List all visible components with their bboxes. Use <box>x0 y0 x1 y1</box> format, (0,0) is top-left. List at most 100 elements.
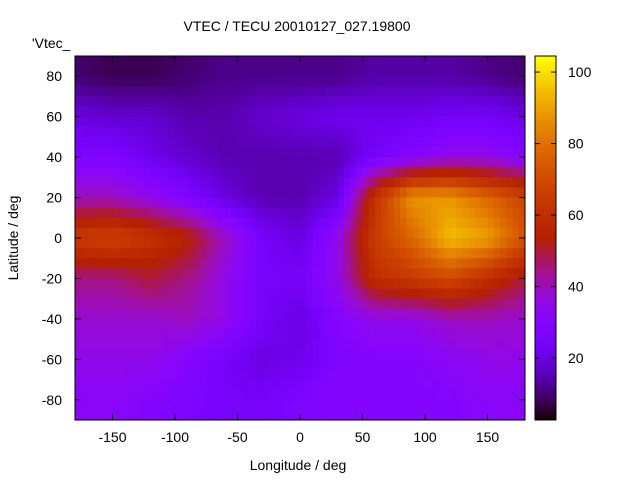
heatmap-cell <box>106 217 113 229</box>
heatmap-cell <box>493 359 501 370</box>
heatmap-cell <box>281 167 288 178</box>
heatmap-cell <box>412 248 420 259</box>
heatmap-cell <box>212 157 220 168</box>
heatmap-cell <box>468 86 476 97</box>
heatmap-cell <box>387 238 395 249</box>
heatmap-cell <box>512 339 520 350</box>
heatmap-cell <box>193 96 201 108</box>
heatmap-cell <box>331 187 338 199</box>
heatmap-cell <box>150 268 157 279</box>
heatmap-cell <box>425 86 432 97</box>
heatmap-cell <box>300 349 307 360</box>
heatmap-cell <box>500 399 507 411</box>
heatmap-cell <box>193 298 201 310</box>
heatmap-cell <box>275 278 282 290</box>
heatmap-cell <box>256 298 263 310</box>
colorbar-segment <box>535 318 556 321</box>
heatmap-cell <box>175 167 182 178</box>
heatmap-cell <box>243 339 251 350</box>
heatmap-cell <box>268 278 276 290</box>
heatmap-cell <box>518 329 526 340</box>
heatmap-cell <box>112 76 120 87</box>
heatmap-cell <box>131 207 138 219</box>
heatmap-cell <box>506 56 513 67</box>
colorbar-segment <box>535 132 556 135</box>
heatmap-cell <box>431 329 438 340</box>
heatmap-cell <box>443 116 451 128</box>
heatmap-cell <box>475 308 482 320</box>
heatmap-cell <box>287 96 295 108</box>
heatmap-cell <box>506 288 513 300</box>
heatmap-cell <box>412 288 420 300</box>
heatmap-cell <box>443 268 451 279</box>
heatmap-cell <box>237 56 245 67</box>
heatmap-cell <box>331 106 338 118</box>
heatmap-cell <box>100 106 107 118</box>
heatmap-cell <box>293 258 301 269</box>
heatmap-cell <box>87 227 95 239</box>
heatmap-cell <box>262 268 270 279</box>
heatmap-cell <box>487 66 495 77</box>
heatmap-cell <box>231 329 238 340</box>
heatmap-cell <box>137 167 145 178</box>
heatmap-cell <box>212 136 220 148</box>
heatmap-cell <box>212 116 220 128</box>
heatmap-cell <box>456 96 463 108</box>
heatmap-cell <box>400 278 407 290</box>
heatmap-cell <box>500 86 507 97</box>
heatmap-cell <box>250 288 257 300</box>
heatmap-cell <box>212 207 220 219</box>
heatmap-cell <box>287 409 295 421</box>
heatmap-cell <box>118 106 126 118</box>
heatmap-cell <box>81 369 88 381</box>
heatmap-cell <box>456 116 463 128</box>
heatmap-cell <box>487 76 495 87</box>
heatmap-cell <box>206 409 213 421</box>
heatmap-cell <box>168 248 176 259</box>
heatmap-cell <box>306 207 313 219</box>
heatmap-cell <box>325 278 332 290</box>
heatmap-cell <box>487 389 495 401</box>
heatmap-cell <box>137 308 145 320</box>
heatmap-cell <box>343 157 351 168</box>
heatmap-cell <box>237 96 245 108</box>
heatmap-cell <box>450 96 457 108</box>
colorbar-segment <box>535 294 556 297</box>
heatmap-cell <box>137 248 145 259</box>
colorbar-tick-label: 40 <box>568 279 584 295</box>
heatmap-cell <box>168 126 176 138</box>
heatmap-cell <box>175 76 182 87</box>
colorbar-segment <box>535 92 556 95</box>
heatmap-cell <box>518 359 526 370</box>
heatmap-cell <box>343 56 351 67</box>
heatmap-cell <box>425 76 432 87</box>
heatmap-cell <box>312 187 320 199</box>
heatmap-cell <box>93 329 101 340</box>
heatmap-cell <box>431 258 438 269</box>
heatmap-cell <box>281 369 288 381</box>
heatmap-cell <box>75 227 82 239</box>
heatmap-cell <box>243 76 251 87</box>
heatmap-cell <box>362 126 370 138</box>
heatmap-cell <box>181 86 188 97</box>
heatmap-cell <box>362 369 370 381</box>
heatmap-cell <box>318 177 326 188</box>
heatmap-cell <box>162 56 170 67</box>
heatmap-cell <box>418 379 426 391</box>
heatmap-cell <box>375 389 382 401</box>
heatmap-cell <box>287 217 295 229</box>
heatmap-cell <box>331 389 338 401</box>
heatmap-cell <box>256 116 263 128</box>
heatmap-cell <box>325 217 332 229</box>
heatmap-cell <box>381 248 388 259</box>
heatmap-cell <box>456 379 463 391</box>
heatmap-cell <box>412 177 420 188</box>
heatmap-cell <box>343 399 351 411</box>
heatmap-cell <box>493 409 501 421</box>
heatmap-cell <box>93 278 101 290</box>
heatmap-cell <box>200 248 207 259</box>
heatmap-cell <box>418 76 426 87</box>
heatmap-cell <box>143 227 151 239</box>
heatmap-cell <box>400 399 407 411</box>
